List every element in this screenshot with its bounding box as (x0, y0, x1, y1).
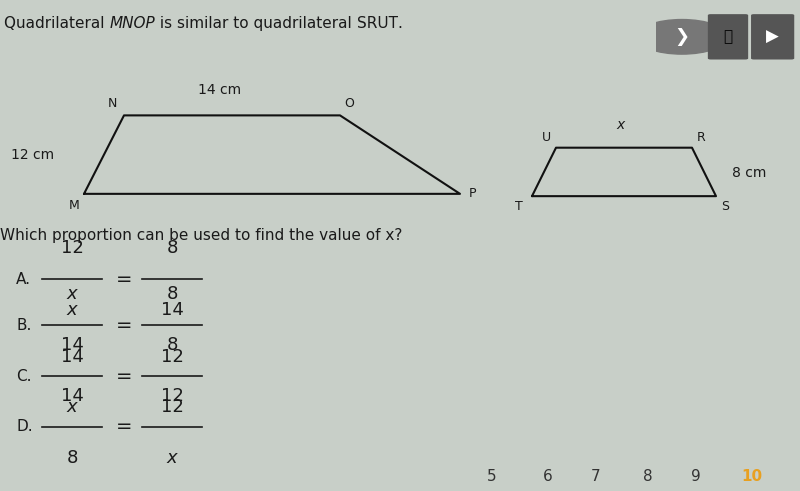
Text: ▶: ▶ (766, 28, 779, 46)
Text: 14: 14 (61, 336, 83, 354)
Text: M: M (69, 199, 80, 212)
Text: Quadrilateral: Quadrilateral (4, 16, 110, 31)
Text: 8: 8 (643, 469, 653, 484)
Text: 8: 8 (166, 239, 178, 257)
FancyBboxPatch shape (708, 14, 748, 59)
Text: =: = (116, 417, 132, 436)
Text: R: R (698, 131, 706, 144)
Text: 12: 12 (161, 398, 183, 416)
Text: is similar to quadrilateral: is similar to quadrilateral (155, 16, 357, 31)
Text: 7: 7 (591, 469, 601, 484)
Text: ❯: ❯ (674, 28, 690, 46)
Text: D.: D. (16, 419, 33, 435)
Text: P: P (469, 188, 477, 200)
Text: 8: 8 (166, 285, 178, 303)
Text: 14 cm: 14 cm (198, 83, 242, 97)
Text: 12: 12 (61, 239, 83, 257)
Text: C.: C. (16, 369, 31, 383)
FancyBboxPatch shape (751, 14, 794, 59)
Text: 👍: 👍 (723, 29, 733, 44)
Text: 5: 5 (487, 469, 497, 484)
Text: .: . (398, 16, 402, 31)
Text: A.: A. (16, 272, 31, 287)
Text: 12 cm: 12 cm (11, 148, 54, 162)
Text: 14: 14 (61, 387, 83, 405)
Text: 14: 14 (161, 301, 183, 319)
Text: 8: 8 (166, 336, 178, 354)
Circle shape (636, 20, 728, 54)
Text: B.: B. (16, 318, 31, 333)
Text: MNOP: MNOP (110, 16, 155, 31)
Text: O: O (345, 97, 354, 110)
Text: x: x (66, 301, 78, 319)
Text: 6: 6 (543, 469, 553, 484)
Text: N: N (107, 97, 117, 110)
Text: Which proportion can be used to find the value of x?: Which proportion can be used to find the… (0, 228, 402, 244)
Text: SRUT: SRUT (357, 16, 398, 31)
Text: T: T (515, 200, 523, 213)
Text: U: U (542, 131, 551, 144)
Text: =: = (116, 270, 132, 289)
Text: S: S (722, 200, 730, 213)
Text: x: x (166, 449, 178, 467)
Text: 12: 12 (161, 387, 183, 405)
Text: 9: 9 (691, 469, 701, 484)
Text: x: x (616, 117, 624, 132)
Text: =: = (116, 367, 132, 385)
Text: =: = (116, 316, 132, 335)
Text: 14: 14 (61, 348, 83, 365)
Text: x: x (66, 398, 78, 416)
Text: 8 cm: 8 cm (732, 166, 766, 180)
Text: 12: 12 (161, 348, 183, 365)
Text: 8: 8 (66, 449, 78, 467)
Text: 10: 10 (742, 469, 762, 484)
Text: x: x (66, 285, 78, 303)
